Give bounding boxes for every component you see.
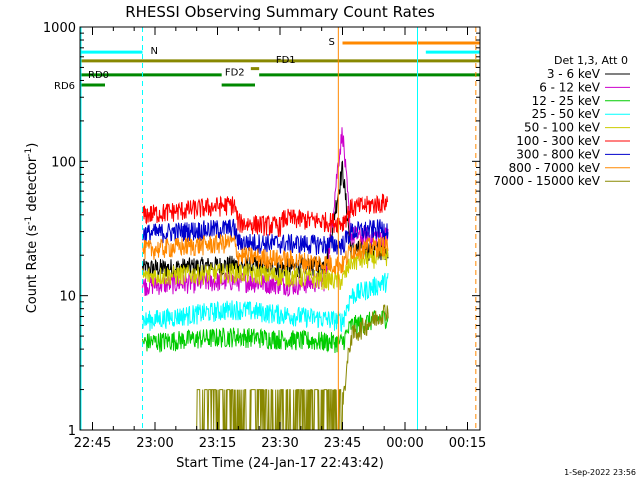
y-label-main: Count Rate (s xyxy=(25,225,40,314)
y-tick-label: 100 xyxy=(51,155,76,170)
x-axis: 22:45 23:00 23:15 23:30 23:45 00:00 00:15 xyxy=(74,27,486,451)
flag-label: RD6 xyxy=(54,81,75,92)
x-axis-label: Start Time (24-Jan-17 22:43:42) xyxy=(176,456,384,471)
series-line xyxy=(142,233,389,275)
y-label-mid: detector xyxy=(25,156,40,216)
flag-label: N xyxy=(151,46,158,57)
y-axis-label: Count Rate (s-1 detector-1) xyxy=(24,143,40,314)
series-line xyxy=(142,247,389,291)
legend-entry-label: 50 - 100 keV xyxy=(524,121,601,135)
legend-entry-label: 300 - 800 keV xyxy=(516,147,600,161)
legend-entry-label: 25 - 50 keV xyxy=(532,107,601,121)
vertical-lines xyxy=(80,27,477,430)
y-label-sup2: -1 xyxy=(24,148,34,157)
legend-entry-label: 100 - 300 keV xyxy=(516,134,600,148)
data-layer xyxy=(142,127,389,431)
series-line xyxy=(142,218,389,256)
y-label-sup1: -1 xyxy=(24,216,34,225)
y-axis: 1 10 100 1000 xyxy=(43,21,480,439)
flag-label: S xyxy=(329,37,335,48)
legend-entry-label: 6 - 12 keV xyxy=(539,80,601,94)
legend-title: Det 1,3, Att 0 xyxy=(554,54,628,67)
x-tick-label: 23:15 xyxy=(199,436,236,451)
legend-entry-label: 12 - 25 keV xyxy=(532,94,601,108)
series-line xyxy=(142,193,389,237)
y-tick-label: 10 xyxy=(59,290,76,305)
x-tick-label: 23:45 xyxy=(324,436,361,451)
chart-title: RHESSI Observing Summary Count Rates xyxy=(125,3,435,21)
legend-entry-label: 800 - 7000 keV xyxy=(509,161,601,175)
x-tick-label: 22:45 xyxy=(74,436,111,451)
series-line xyxy=(142,272,389,333)
flag-layer: N FD1 FD2 RD0 RD6 S xyxy=(54,37,480,92)
flag-label: FD2 xyxy=(225,68,245,79)
footer-date: 1-Sep-2022 23:56 xyxy=(564,468,636,477)
legend-entry-label: 3 - 6 keV xyxy=(547,67,601,81)
x-tick-label: 00:15 xyxy=(449,436,486,451)
x-tick-label: 00:00 xyxy=(386,436,423,451)
y-tick-label: 1 xyxy=(68,424,76,439)
y-label-end: ) xyxy=(25,143,40,148)
flag-label: RD0 xyxy=(88,70,109,81)
series-line xyxy=(142,309,389,354)
flag-label: FD1 xyxy=(276,55,296,66)
x-tick-label: 23:00 xyxy=(136,436,173,451)
x-tick-label: 23:30 xyxy=(261,436,298,451)
legend-entry-label: 7000 - 15000 keV xyxy=(493,174,600,188)
y-tick-label: 1000 xyxy=(43,21,76,36)
